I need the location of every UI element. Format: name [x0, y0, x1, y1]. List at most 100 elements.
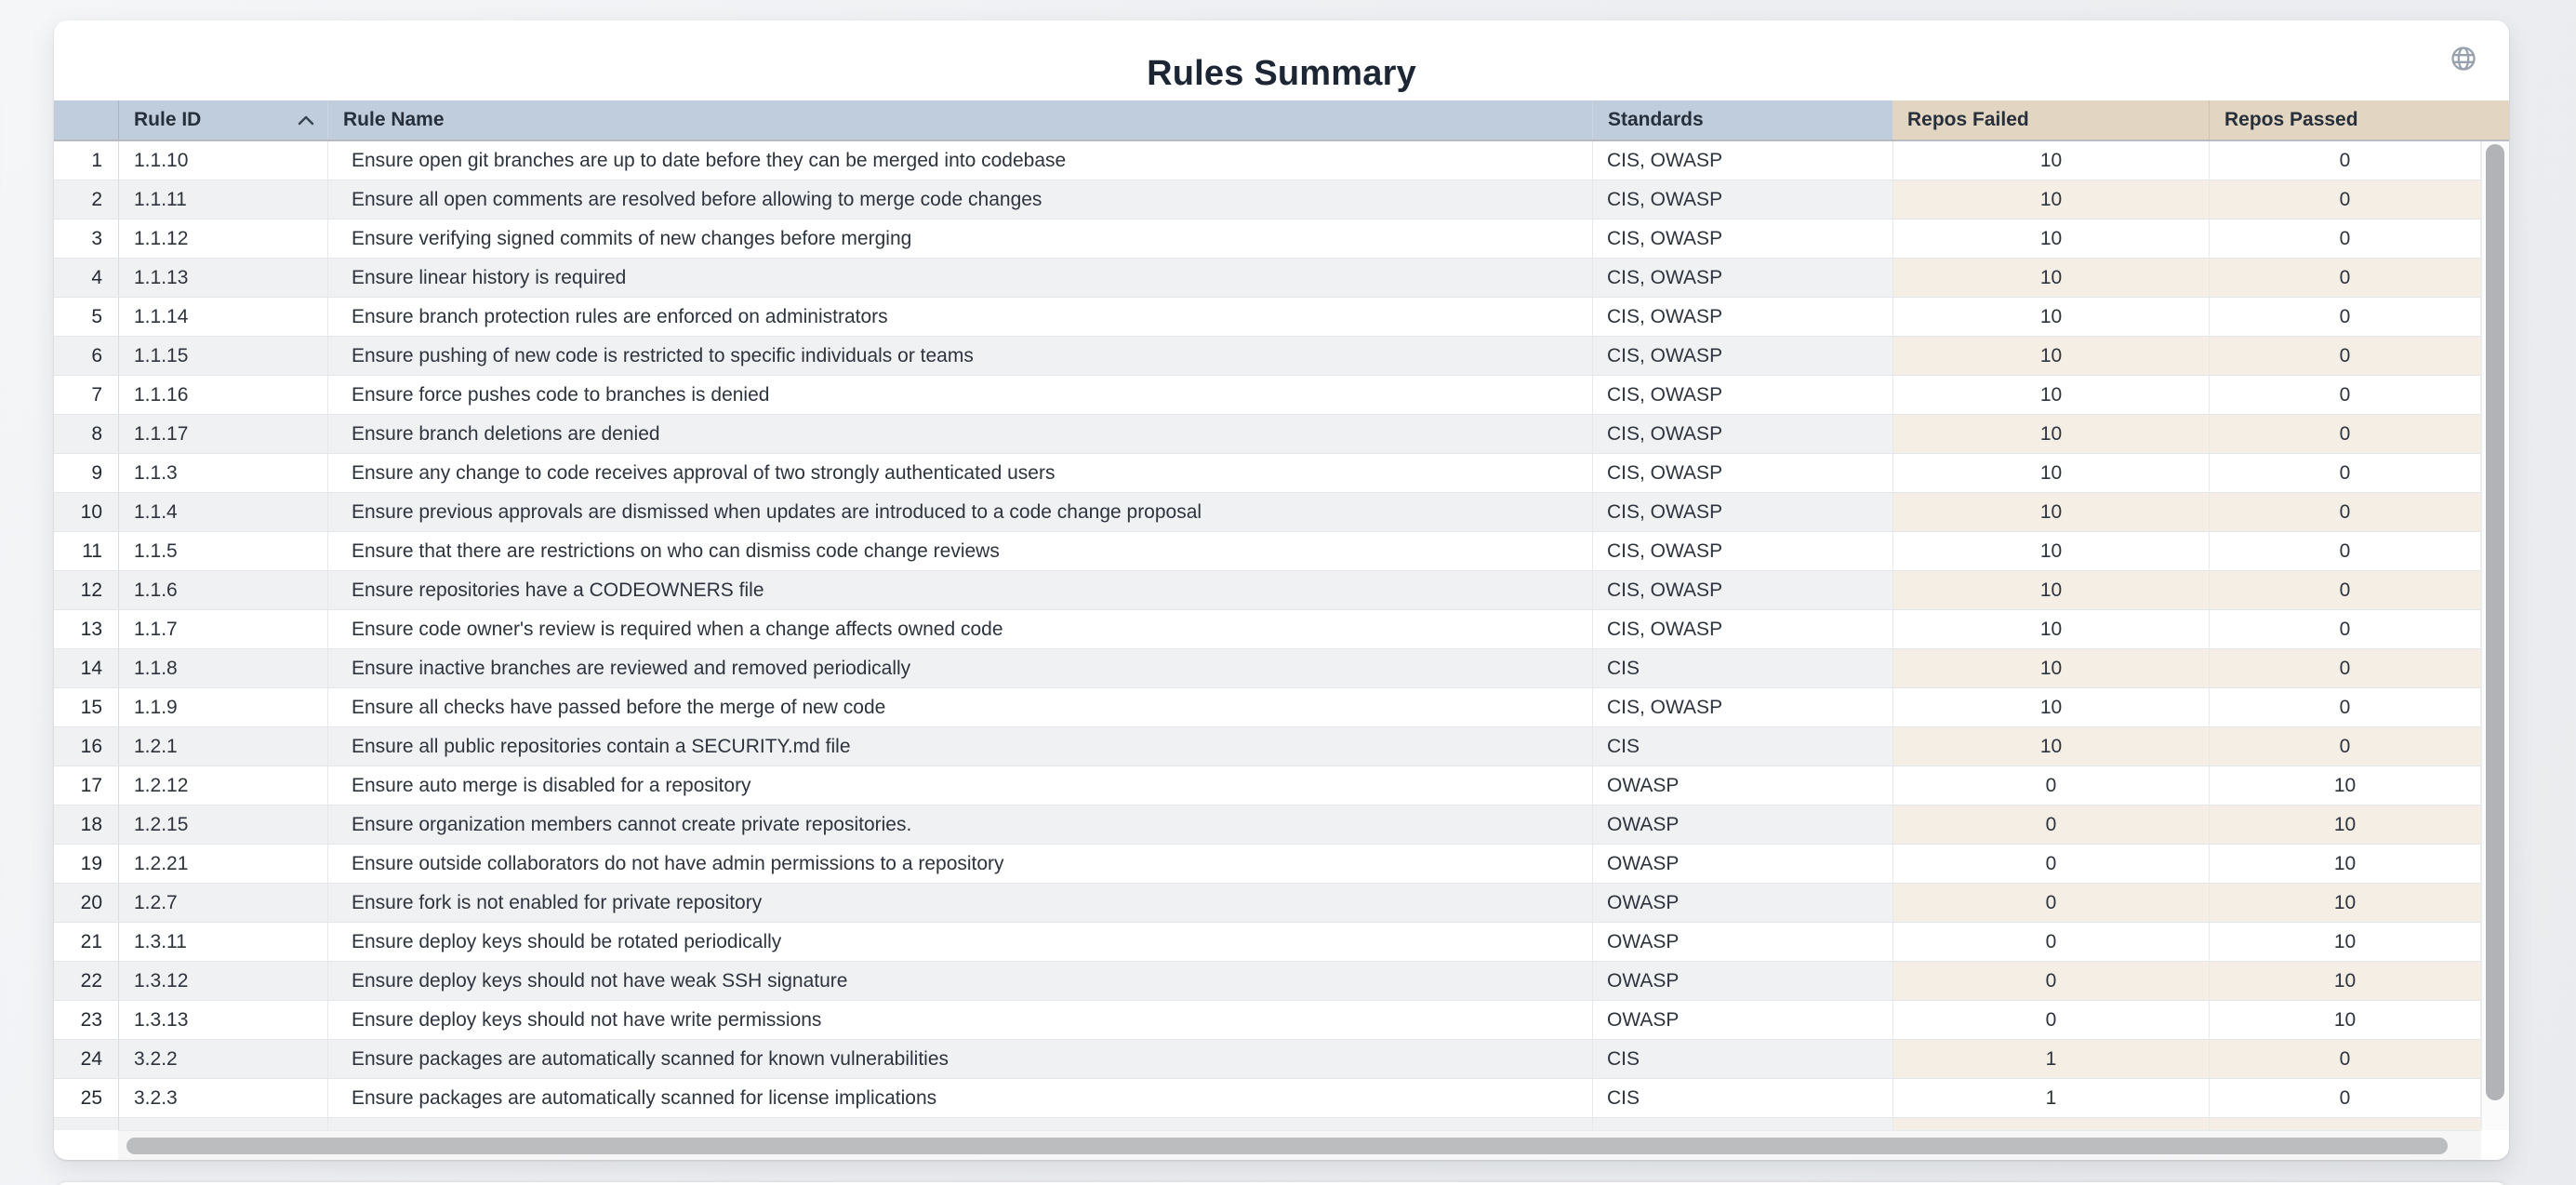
cell-repos-passed: 0	[2209, 571, 2481, 610]
cell-row-number: 5	[54, 298, 118, 337]
cell-repos-failed: 0	[1892, 766, 2209, 806]
table-row[interactable]: 20 1.2.7 Ensure fork is not enabled for …	[54, 884, 2481, 923]
cell-rule-id: 1.1.12	[118, 220, 327, 259]
table-row[interactable]: 22 1.3.12 Ensure deploy keys should not …	[54, 962, 2481, 1001]
table-row[interactable]: 23 1.3.13 Ensure deploy keys should not …	[54, 1001, 2481, 1040]
table-row[interactable]: 12 1.1.6 Ensure repositories have a CODE…	[54, 571, 2481, 610]
cell-standards: CIS, OWASP	[1592, 337, 1892, 376]
cell-standards: OWASP	[1592, 1001, 1892, 1040]
table-row[interactable]: 10 1.1.4 Ensure previous approvals are d…	[54, 493, 2481, 532]
table-row[interactable]: 6 1.1.15 Ensure pushing of new code is r…	[54, 337, 2481, 376]
cell-repos-passed: 0	[2209, 415, 2481, 454]
column-header-repos-failed[interactable]: Repos Failed	[1892, 100, 2209, 140]
cell-row-number: 17	[54, 766, 118, 806]
table-row[interactable]: 8 1.1.17 Ensure branch deletions are den…	[54, 415, 2481, 454]
cell-row-number: 4	[54, 259, 118, 298]
cell-repos-passed: 0	[2209, 493, 2481, 532]
cell-standards: OWASP	[1592, 845, 1892, 884]
cell-repos-failed: 1	[1892, 1040, 2209, 1079]
cell-rule-id: 1.2.21	[118, 845, 327, 884]
table-row[interactable]: 24 3.2.2 Ensure packages are automatical…	[54, 1040, 2481, 1079]
cell-repos-failed: 10	[1892, 688, 2209, 727]
table-row[interactable]: 7 1.1.16 Ensure force pushes code to bra…	[54, 376, 2481, 415]
cell-rule-name: Ensure outside collaborators do not have…	[327, 845, 1592, 884]
cell-repos-failed: 0	[1892, 923, 2209, 962]
cell-rule-name: Ensure that there are restrictions on wh…	[327, 532, 1592, 571]
table-row[interactable]: 19 1.2.21 Ensure outside collaborators d…	[54, 845, 2481, 884]
cell-standards: CIS	[1592, 649, 1892, 688]
horizontal-scrollbar-thumb[interactable]	[126, 1138, 2448, 1154]
cell-standards: OWASP	[1592, 962, 1892, 1001]
cell-standards: CIS, OWASP	[1592, 220, 1892, 259]
table-row[interactable]: 5 1.1.14 Ensure branch protection rules …	[54, 298, 2481, 337]
cell-rule-name: Ensure organization members cannot creat…	[327, 806, 1592, 845]
column-header-label: Standards	[1608, 109, 1704, 130]
cell-rule-name	[327, 1118, 1592, 1130]
table-row[interactable]: 25 3.2.3 Ensure packages are automatical…	[54, 1079, 2481, 1118]
cell-standards: CIS, OWASP	[1592, 141, 1892, 180]
cell-rule-name: Ensure deploy keys should be rotated per…	[327, 923, 1592, 962]
rules-summary-card: Rules Summary Rule ID Rule Name	[54, 20, 2509, 1160]
table-row[interactable]: 13 1.1.7 Ensure code owner's review is r…	[54, 610, 2481, 649]
column-header-rule-id[interactable]: Rule ID	[118, 100, 327, 140]
table-row[interactable]: 15 1.1.9 Ensure all checks have passed b…	[54, 688, 2481, 727]
cell-row-number: 1	[54, 141, 118, 180]
cell-repos-passed: 10	[2209, 884, 2481, 923]
cell-repos-passed: 0	[2209, 1079, 2481, 1118]
cell-rule-id: 1.2.15	[118, 806, 327, 845]
cell-rule-id: 1.1.17	[118, 415, 327, 454]
table-row[interactable]: 1 1.1.10 Ensure open git branches are up…	[54, 141, 2481, 180]
cell-repos-passed: 10	[2209, 1001, 2481, 1040]
table-row[interactable]: 18 1.2.15 Ensure organization members ca…	[54, 806, 2481, 845]
cell-standards: CIS	[1592, 727, 1892, 766]
cell-row-number: 23	[54, 1001, 118, 1040]
cell-row-number: 24	[54, 1040, 118, 1079]
vertical-scrollbar-thumb[interactable]	[2486, 144, 2504, 1100]
column-header-standards[interactable]: Standards	[1592, 100, 1892, 140]
cell-rule-name: Ensure inactive branches are reviewed an…	[327, 649, 1592, 688]
table-row[interactable]: 17 1.2.12 Ensure auto merge is disabled …	[54, 766, 2481, 806]
cell-repos-passed: 10	[2209, 923, 2481, 962]
cell-row-number: 16	[54, 727, 118, 766]
table-row[interactable]: 11 1.1.5 Ensure that there are restricti…	[54, 532, 2481, 571]
table-row[interactable]: 2 1.1.11 Ensure all open comments are re…	[54, 180, 2481, 220]
cell-repos-failed: 1	[1892, 1079, 2209, 1118]
table-header-row: Rule ID Rule Name Standards Repos Failed…	[54, 100, 2509, 141]
cell-rule-id: 1.1.16	[118, 376, 327, 415]
cell-standards	[1592, 1118, 1892, 1130]
cell-rule-id: 1.1.6	[118, 571, 327, 610]
cell-rule-id: 1.1.9	[118, 688, 327, 727]
cell-row-number: 19	[54, 845, 118, 884]
cell-rule-id: 3.2.2	[118, 1040, 327, 1079]
cell-rule-name: Ensure all checks have passed before the…	[327, 688, 1592, 727]
table-row[interactable]: 4 1.1.13 Ensure linear history is requir…	[54, 259, 2481, 298]
horizontal-scrollbar-track[interactable]	[118, 1130, 2509, 1160]
cell-repos-passed: 0	[2209, 649, 2481, 688]
column-header-repos-passed[interactable]: Repos Passed	[2209, 100, 2509, 140]
cell-row-number: 15	[54, 688, 118, 727]
table-row[interactable]: 21 1.3.11 Ensure deploy keys should be r…	[54, 923, 2481, 962]
table-row[interactable]: 16 1.2.1 Ensure all public repositories …	[54, 727, 2481, 766]
cell-rule-id: 1.1.14	[118, 298, 327, 337]
cell-rule-name: Ensure all open comments are resolved be…	[327, 180, 1592, 220]
table-row[interactable]: 14 1.1.8 Ensure inactive branches are re…	[54, 649, 2481, 688]
scrollbar-corner	[2481, 1130, 2509, 1160]
cell-row-number: 11	[54, 532, 118, 571]
column-header-rule-name[interactable]: Rule Name	[327, 100, 1592, 140]
cell-standards: CIS, OWASP	[1592, 259, 1892, 298]
cell-rule-id: 1.2.7	[118, 884, 327, 923]
cell-repos-failed: 10	[1892, 571, 2209, 610]
cell-standards: CIS, OWASP	[1592, 571, 1892, 610]
globe-button[interactable]	[2450, 45, 2477, 73]
cell-rule-id: 1.1.5	[118, 532, 327, 571]
vertical-scrollbar-track[interactable]	[2481, 141, 2509, 1130]
cell-rule-id: 1.1.15	[118, 337, 327, 376]
cell-rule-id: 1.3.12	[118, 962, 327, 1001]
table-row[interactable]: 3 1.1.12 Ensure verifying signed commits…	[54, 220, 2481, 259]
cell-row-number: 22	[54, 962, 118, 1001]
table-row[interactable]: 9 1.1.3 Ensure any change to code receiv…	[54, 454, 2481, 493]
cell-repos-passed: 10	[2209, 845, 2481, 884]
cell-row-number: 20	[54, 884, 118, 923]
cell-rule-name: Ensure auto merge is disabled for a repo…	[327, 766, 1592, 806]
cell-rule-id: 1.1.7	[118, 610, 327, 649]
